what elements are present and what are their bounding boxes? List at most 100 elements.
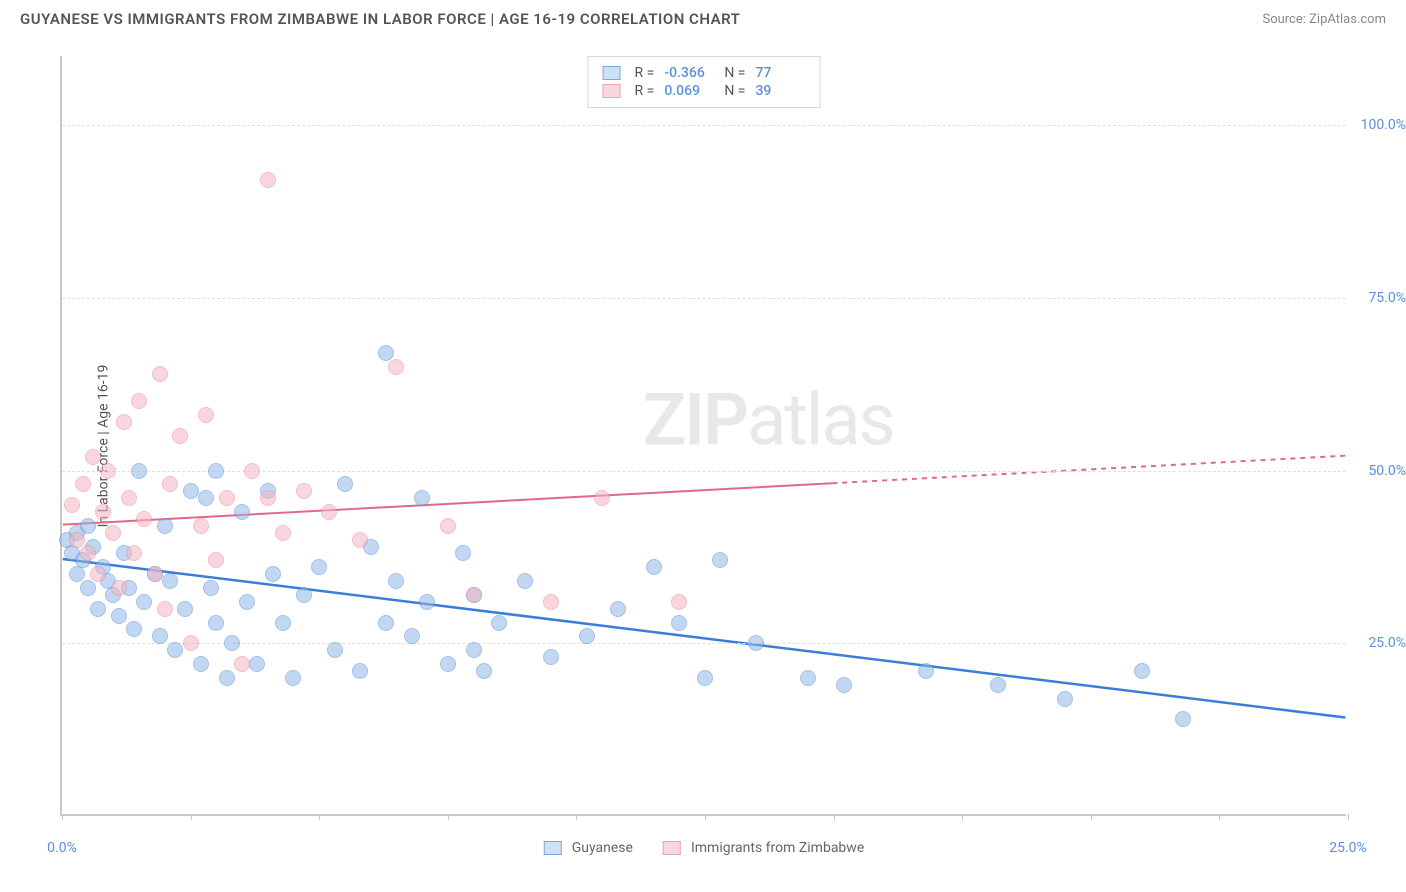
xtick: [1091, 814, 1092, 820]
chart-container: In Labor Force | Age 16-19 ZIPatlas R = …: [20, 36, 1386, 856]
scatter-point: [131, 393, 147, 409]
legend-row-zimbabwe: R = 0.069 N = 39: [603, 83, 806, 99]
scatter-point: [491, 615, 507, 631]
scatter-point: [388, 573, 404, 589]
scatter-point: [136, 594, 152, 610]
scatter-point: [466, 587, 482, 603]
scatter-point: [219, 490, 235, 506]
scatter-point: [275, 615, 291, 631]
scatter-point: [646, 559, 662, 575]
correlation-legend: R = -0.366 N = 77 R = 0.069 N = 39: [588, 56, 821, 108]
scatter-point: [100, 463, 116, 479]
scatter-point: [136, 511, 152, 527]
scatter-point: [378, 345, 394, 361]
scatter-point: [275, 525, 291, 541]
swatch-blue: [544, 841, 562, 855]
xtick: [319, 814, 320, 820]
scatter-point: [265, 566, 281, 582]
scatter-point: [167, 642, 183, 658]
scatter-point: [476, 663, 492, 679]
scatter-point: [111, 608, 127, 624]
scatter-point: [517, 573, 533, 589]
ytick-label: 50.0%: [1351, 463, 1406, 479]
scatter-point: [152, 628, 168, 644]
scatter-point: [748, 635, 764, 651]
xtick: [62, 814, 63, 820]
scatter-point: [80, 580, 96, 596]
scatter-point: [126, 545, 142, 561]
xtick: [1348, 814, 1349, 820]
scatter-point: [105, 525, 121, 541]
scatter-point: [419, 594, 435, 610]
scatter-point: [414, 490, 430, 506]
ytick-label: 25.0%: [1351, 635, 1406, 651]
scatter-point: [172, 428, 188, 444]
xtick: [705, 814, 706, 820]
gridline-h: [62, 643, 1346, 644]
scatter-point: [131, 463, 147, 479]
scatter-point: [836, 677, 852, 693]
scatter-point: [111, 580, 127, 596]
scatter-point: [610, 601, 626, 617]
scatter-point: [75, 476, 91, 492]
scatter-point: [918, 663, 934, 679]
legend-item-guyanese: Guyanese: [544, 840, 633, 856]
scatter-point: [244, 463, 260, 479]
scatter-point: [404, 628, 420, 644]
series-legend: Guyanese Immigrants from Zimbabwe: [544, 840, 865, 856]
scatter-point: [249, 656, 265, 672]
scatter-point: [157, 518, 173, 534]
scatter-point: [208, 615, 224, 631]
source-attribution: Source: ZipAtlas.com: [1262, 12, 1386, 27]
scatter-point: [203, 580, 219, 596]
scatter-point: [594, 490, 610, 506]
xtick-label: 25.0%: [1329, 840, 1367, 856]
scatter-point: [239, 594, 255, 610]
scatter-point: [198, 490, 214, 506]
xtick: [834, 814, 835, 820]
xtick: [191, 814, 192, 820]
scatter-point: [90, 601, 106, 617]
scatter-point: [1057, 691, 1073, 707]
scatter-point: [1134, 663, 1150, 679]
scatter-point: [260, 490, 276, 506]
scatter-point: [152, 366, 168, 382]
scatter-point: [671, 615, 687, 631]
scatter-point: [234, 656, 250, 672]
legend-item-zimbabwe: Immigrants from Zimbabwe: [663, 840, 864, 856]
scatter-point: [234, 504, 250, 520]
scatter-point: [990, 677, 1006, 693]
scatter-point: [183, 635, 199, 651]
scatter-point: [177, 601, 193, 617]
xtick: [962, 814, 963, 820]
scatter-point: [543, 594, 559, 610]
xtick: [1219, 814, 1220, 820]
scatter-point: [337, 476, 353, 492]
scatter-point: [193, 518, 209, 534]
ytick-label: 75.0%: [1351, 290, 1406, 306]
scatter-point: [321, 504, 337, 520]
scatter-point: [126, 621, 142, 637]
scatter-point: [85, 449, 101, 465]
scatter-point: [121, 490, 137, 506]
scatter-point: [260, 172, 276, 188]
scatter-point: [440, 656, 456, 672]
watermark: ZIPatlas: [643, 377, 894, 462]
legend-row-guyanese: R = -0.366 N = 77: [603, 65, 806, 81]
scatter-point: [69, 532, 85, 548]
xtick: [576, 814, 577, 820]
scatter-point: [1175, 711, 1191, 727]
chart-header: GUYANESE VS IMMIGRANTS FROM ZIMBABWE IN …: [0, 0, 1406, 36]
scatter-point: [455, 545, 471, 561]
scatter-point: [95, 504, 111, 520]
swatch-pink: [663, 841, 681, 855]
scatter-point: [162, 573, 178, 589]
swatch-blue: [603, 66, 621, 80]
chart-title: GUYANESE VS IMMIGRANTS FROM ZIMBABWE IN …: [20, 10, 740, 28]
scatter-point: [116, 414, 132, 430]
scatter-point: [80, 545, 96, 561]
scatter-point: [352, 532, 368, 548]
scatter-point: [440, 518, 456, 534]
gridline-h: [62, 298, 1346, 299]
scatter-point: [712, 552, 728, 568]
